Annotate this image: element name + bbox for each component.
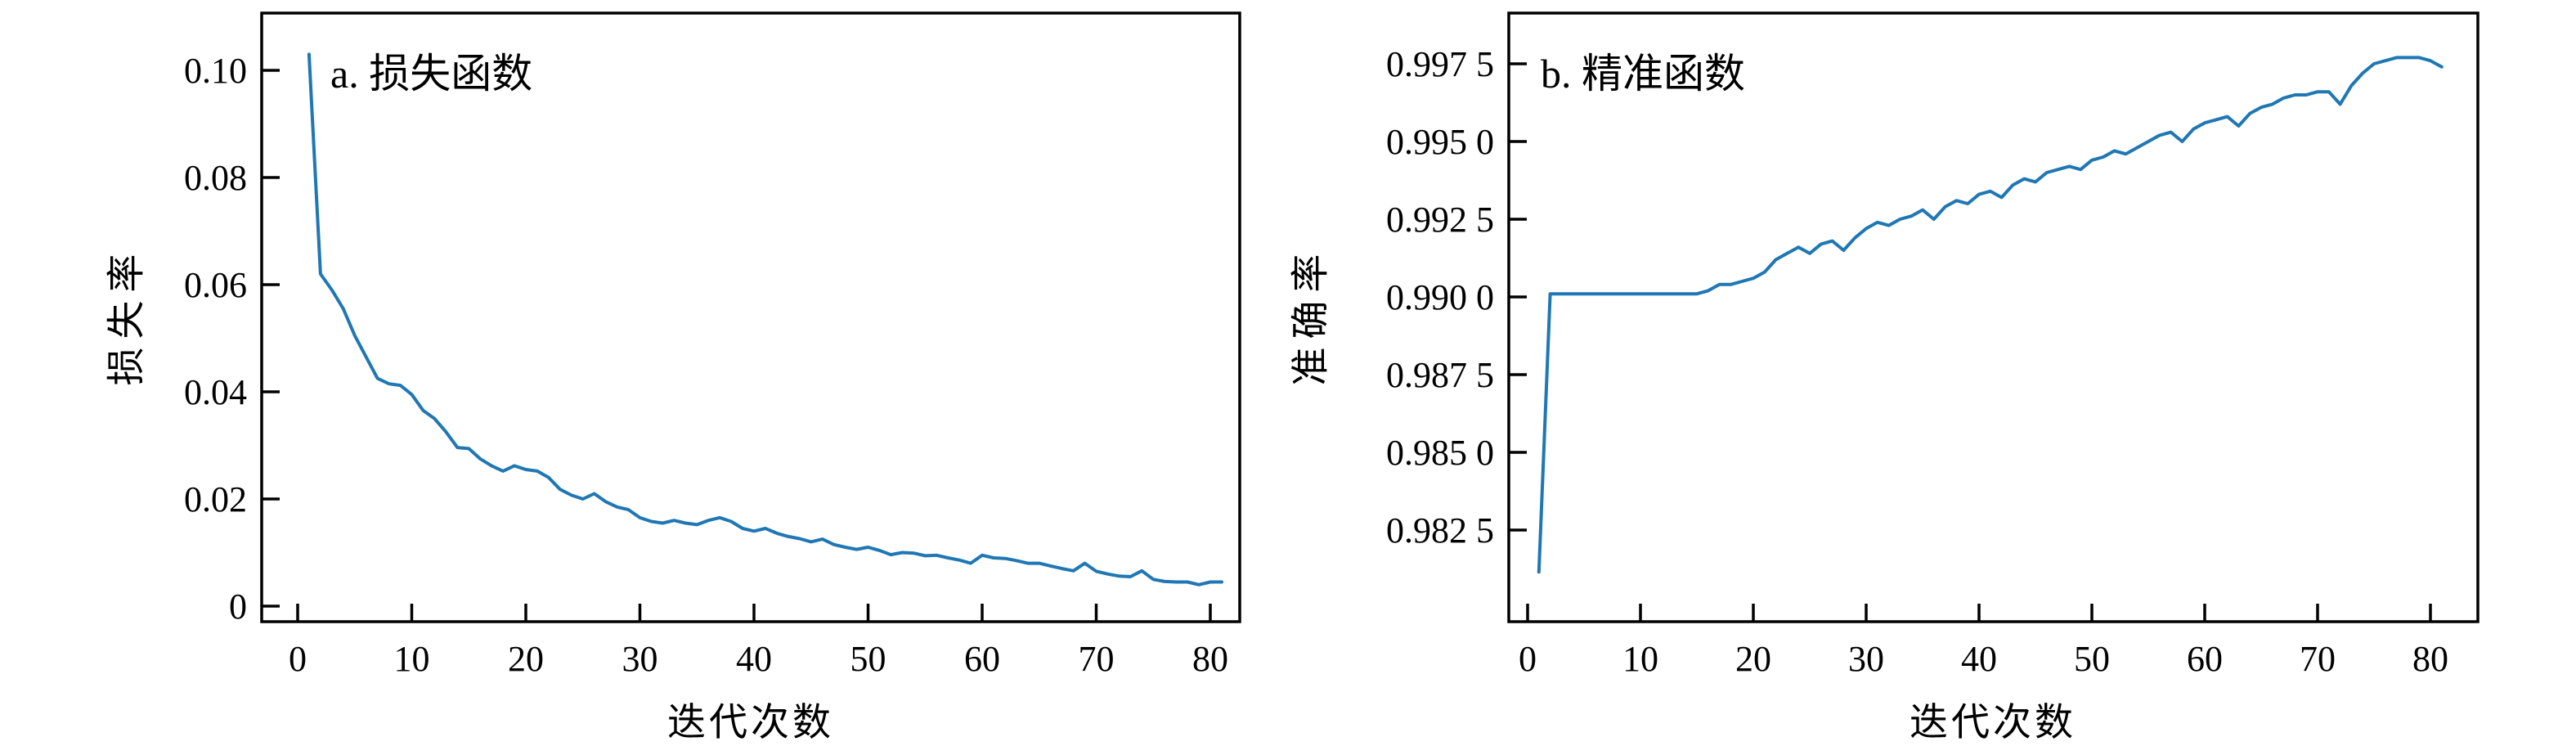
y-tick-label: 0.990 0 — [1386, 277, 1494, 317]
x-tick-label: 0 — [289, 639, 307, 679]
panel-b-data-line — [1537, 56, 2444, 574]
panel-a-xaxis-title: 迭代次数 — [667, 702, 834, 744]
x-tick-label: 10 — [394, 639, 430, 679]
x-tick-label: 80 — [2412, 639, 2448, 679]
x-tick-label: 70 — [1079, 639, 1115, 679]
panel-a-yaxis-title: 损失率 — [105, 245, 149, 386]
x-tick-label: 30 — [1848, 639, 1884, 679]
x-tick-label: 30 — [622, 639, 658, 679]
y-tick-label: 0.10 — [184, 51, 247, 91]
y-tick-label: 0.06 — [184, 265, 247, 305]
x-tick-label: 70 — [2300, 639, 2336, 679]
x-tick-label: 20 — [508, 639, 544, 679]
y-tick-label: 0.997 5 — [1386, 44, 1494, 84]
panel-a-axes-box — [260, 11, 1241, 623]
x-tick-label: 50 — [2074, 639, 2110, 679]
panel-b-yaxis-title: 准确率 — [1290, 245, 1333, 386]
panel-b-axes-box — [1507, 11, 2480, 623]
x-tick-label: 60 — [964, 639, 1000, 679]
y-tick-label: 0.995 0 — [1386, 122, 1494, 162]
y-tick-label: 0.982 5 — [1386, 510, 1494, 551]
y-tick-label: 0.02 — [184, 479, 247, 519]
y-tick-label: 0 — [229, 586, 247, 627]
y-tick-label: 0.985 0 — [1386, 433, 1494, 473]
x-tick-label: 10 — [1622, 639, 1658, 679]
x-tick-label: 0 — [1519, 639, 1537, 679]
x-tick-label: 80 — [1192, 639, 1228, 679]
y-tick-label: 0.08 — [184, 158, 247, 198]
panel-b-title: b. 精准函数 — [1541, 51, 1745, 97]
x-tick-label: 60 — [2187, 639, 2223, 679]
y-tick-label: 0.987 5 — [1386, 355, 1494, 395]
x-tick-label: 40 — [736, 639, 772, 679]
y-tick-label: 0.04 — [184, 372, 247, 412]
x-tick-label: 50 — [850, 639, 886, 679]
panel-a-title: a. 损失函数 — [330, 51, 533, 97]
x-tick-label: 40 — [1961, 639, 1997, 679]
panel-b-xaxis-title: 迭代次数 — [1910, 702, 2076, 744]
panel-a-data-line — [307, 52, 1223, 586]
x-tick-label: 20 — [1735, 639, 1771, 679]
y-tick-label: 0.992 5 — [1386, 200, 1494, 240]
